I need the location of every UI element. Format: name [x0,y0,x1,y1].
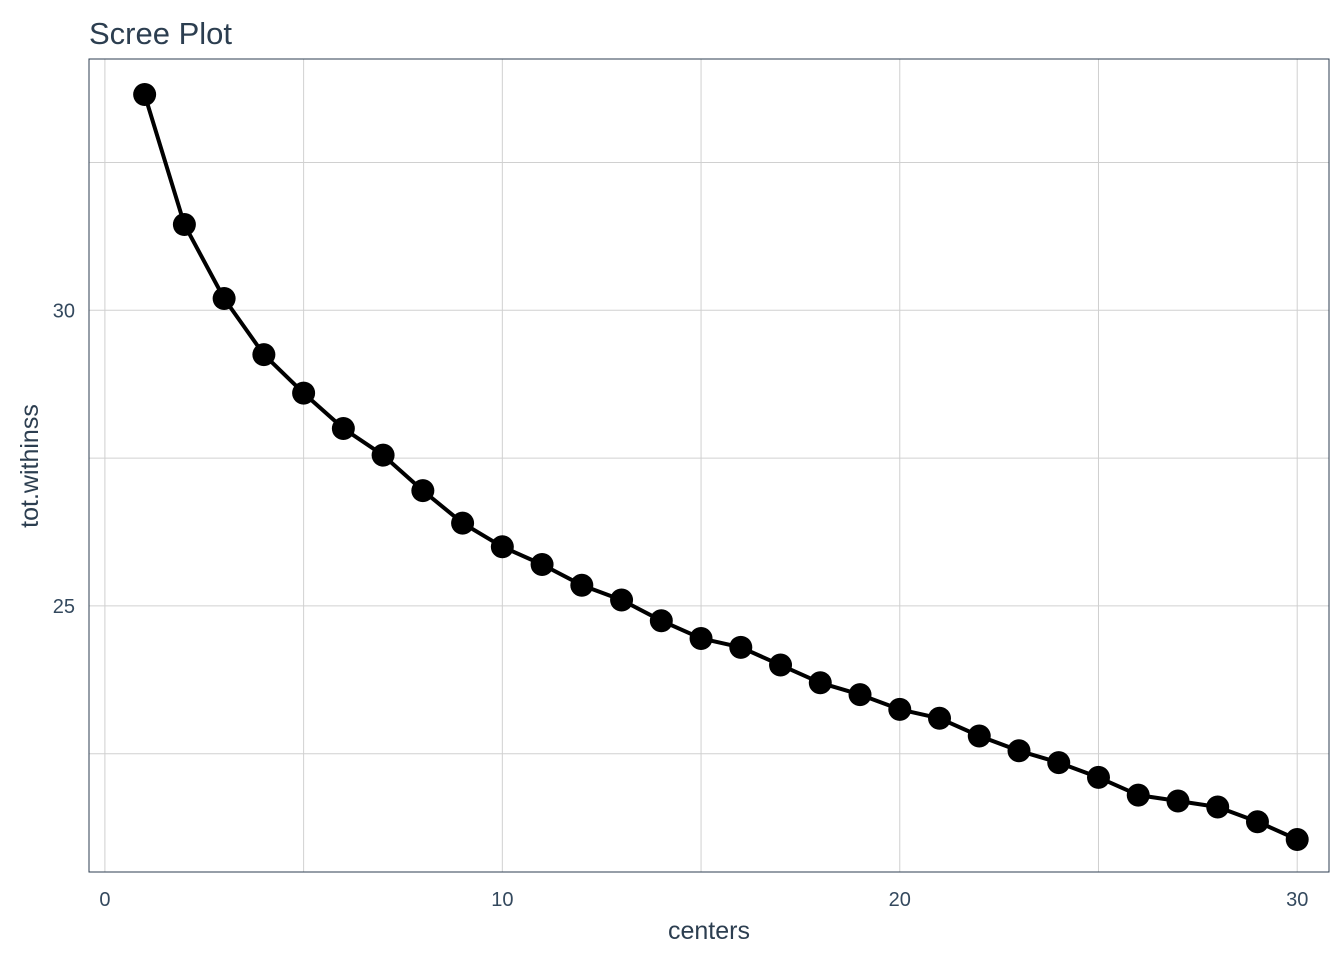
series-line [142,92,1300,842]
data-point [371,443,395,467]
data-point [252,343,276,367]
data-point [689,626,713,650]
y-axis-label: tot.withinss [16,404,44,528]
y-tick-label: 30 [53,300,75,322]
x-tick-label: 30 [1286,889,1308,911]
y-tick-label: 25 [53,596,75,618]
x-axis-ticks: 0 10 20 30 [99,889,1308,911]
data-point [649,609,673,633]
data-point [331,417,355,441]
x-tick-label: 10 [491,889,513,911]
gridlines [89,59,1329,872]
series-line-group [142,92,1300,842]
data-point [570,573,594,597]
data-point [212,286,236,310]
data-point [610,588,634,612]
series-points-group [133,82,1309,851]
data-point [769,653,793,677]
plot-panel [88,58,1330,873]
data-point [1047,751,1071,775]
data-point [888,697,912,721]
data-point [808,671,832,695]
data-point [1086,765,1110,789]
chart-title: Scree Plot [89,16,232,51]
data-point [133,82,157,106]
x-tick-label: 0 [99,889,110,911]
data-point [1166,789,1190,813]
y-axis-ticks: 25 30 [53,300,75,618]
data-point [530,553,554,577]
data-point [1126,783,1150,807]
x-tick-label: 20 [889,889,911,911]
data-point [928,706,952,730]
data-point [729,635,753,659]
data-point [1285,827,1309,851]
data-point [848,683,872,707]
data-point [967,724,991,748]
data-point [451,511,475,535]
data-point [1206,795,1230,819]
data-point [1245,810,1269,834]
x-axis-label: centers [668,917,750,945]
data-point [172,213,196,237]
data-point [292,381,316,405]
data-point [411,479,435,503]
data-point [490,535,514,559]
data-point [1007,739,1031,763]
